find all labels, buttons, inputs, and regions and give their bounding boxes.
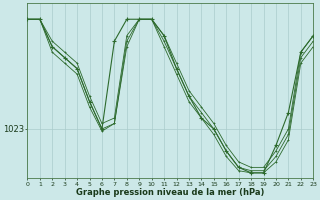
X-axis label: Graphe pression niveau de la mer (hPa): Graphe pression niveau de la mer (hPa) [76, 188, 265, 197]
